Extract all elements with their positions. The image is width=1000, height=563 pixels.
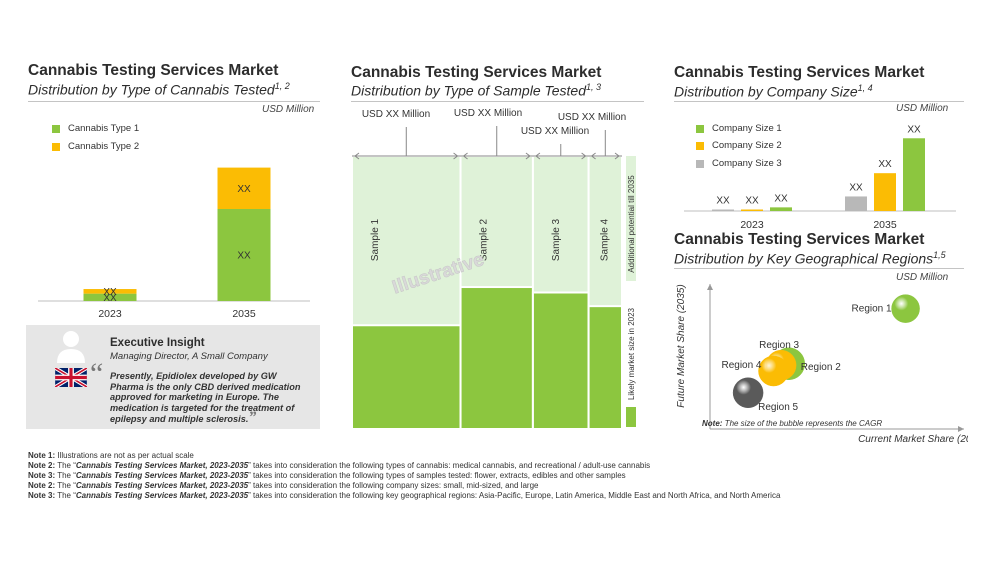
- insight-role: Managing Director, A Small Company: [110, 351, 268, 362]
- legend-potential-label: Additional potential till 2035: [627, 175, 636, 273]
- y-axis-arrow: [707, 284, 713, 290]
- bubble-label: Region 5: [758, 402, 798, 413]
- bubble-label: Region 1: [852, 304, 892, 315]
- bubble-region-5: [732, 377, 764, 408]
- insight-quote: Presently, Epidiolex developed by GW Pha…: [110, 371, 301, 426]
- bar-2023-company-size-2: [741, 209, 763, 211]
- legend-gap: [626, 282, 636, 302]
- x-tick-label: 2023: [740, 219, 764, 231]
- data-label: XX: [745, 196, 759, 207]
- person-icon: [57, 331, 85, 363]
- data-label: XX: [849, 182, 863, 193]
- x-tick-label: 2035: [873, 219, 897, 231]
- bar-2023-cannabis-type-2: [83, 289, 137, 294]
- segment-likely-3: [531, 291, 590, 430]
- value-label: USD XX Million: [521, 126, 589, 137]
- bar-2023-company-size-1: [770, 207, 792, 211]
- bubble-size-note: Note: The size of the bubble represents …: [702, 419, 882, 428]
- panel1-rule: [28, 101, 320, 102]
- footnote: Note 1: Illustrations are not as per act…: [28, 451, 194, 460]
- legend-company-size-2: Company Size 2: [696, 140, 782, 151]
- bar-2035-cannabis-type-2: [217, 167, 271, 209]
- bar-2023-company-size-3: [712, 209, 734, 211]
- value-label: USD XX Million: [558, 112, 626, 123]
- sample-label: Sample 2: [479, 218, 490, 261]
- segment-likely-2: [459, 286, 534, 430]
- data-label: XX: [774, 193, 788, 204]
- y-axis-label: Future Market Share (2035): [676, 284, 687, 407]
- legend-cannabis-type-2: Cannabis Type 2: [52, 141, 139, 152]
- data-label: XX: [716, 196, 730, 207]
- bracket-arrows: [535, 152, 586, 160]
- data-label: XX: [237, 251, 251, 262]
- panel4-subtitle: Distribution by Key Geographical Regions…: [674, 250, 946, 267]
- value-label: USD XX Million: [454, 108, 522, 119]
- sample-label: Sample 4: [599, 218, 610, 261]
- executive-insight-box: Executive Insight Managing Director, A S…: [26, 325, 320, 429]
- panel1-subtitle: Distribution by Type of Cannabis Tested1…: [28, 81, 290, 98]
- uk-flag-icon: [55, 368, 87, 387]
- sample-type-marimekko-chart: Sample 1 Sample 2 Sample 3 Sample 4 USD XX M…: [351, 108, 636, 430]
- value-label: USD XX Million: [362, 109, 430, 120]
- bracket-arrows: [591, 152, 620, 160]
- x-tick-label: 2035: [232, 308, 256, 320]
- panel3-title: Cannabis Testing Services Market: [674, 64, 925, 81]
- footnote: Note 3: The “Cannabis Testing Services M…: [28, 471, 626, 480]
- x-axis-label: Current Market Share (2023): [858, 434, 968, 445]
- footnote: Note 2: The “Cannabis Testing Services M…: [28, 481, 539, 490]
- legend-company-size-1: Company Size 1: [696, 123, 782, 134]
- panel4-unit: USD Million: [896, 272, 949, 283]
- footnote: Note 3: The “Cannabis Testing Services M…: [28, 491, 781, 500]
- legend-likely-label: Likely market size in 2023: [627, 307, 636, 400]
- bubble-label: Region 4: [721, 360, 761, 371]
- legend-likely-swatch: [626, 407, 636, 427]
- footnote: Note 2: The “Cannabis Testing Services M…: [28, 461, 651, 470]
- data-label: XX: [103, 287, 117, 298]
- bar-2035-company-size-3: [845, 196, 867, 211]
- panel4-rule: [674, 268, 964, 269]
- sample-label: Sample 3: [551, 218, 562, 261]
- bar-2023-cannabis-type-1: [83, 293, 137, 301]
- legend-company-size-3: Company Size 3: [696, 158, 782, 169]
- open-quote-mark: “: [90, 357, 104, 390]
- company-size-chart: XX XX XX 2023 XX XX XX 2035: [684, 124, 956, 231]
- panel1-unit: USD Million: [262, 104, 315, 115]
- data-label: XX: [237, 184, 251, 195]
- data-label: XX: [878, 159, 892, 170]
- panel3-rule: [674, 101, 964, 102]
- data-label: XX: [103, 293, 117, 304]
- legend-potential-swatch: [626, 156, 636, 281]
- panel4-title: Cannabis Testing Services Market: [674, 231, 925, 248]
- data-label: XX: [907, 124, 921, 135]
- bracket-arrows: [354, 152, 458, 160]
- sample-label: Sample 1: [370, 218, 381, 261]
- panel3-subtitle: Distribution by Company Size1, 4: [674, 83, 873, 100]
- panel3-unit: USD Million: [896, 103, 949, 114]
- panel1-title: Cannabis Testing Services Market: [28, 62, 279, 79]
- panel2-subtitle: Distribution by Type of Sample Tested1, …: [351, 82, 602, 99]
- segment-likely-1: [351, 324, 462, 430]
- panel2-title: Cannabis Testing Services Market: [351, 64, 602, 81]
- bubble-label: Region 2: [801, 362, 841, 373]
- panel2-rule: [351, 101, 644, 102]
- bar-2035-cannabis-type-1: [217, 209, 271, 301]
- footnotes: Note 1: Illustrations are not as per act…: [28, 451, 968, 501]
- segment-likely-4: [587, 305, 623, 430]
- bubble-region-1: [891, 294, 920, 323]
- bar-2035-company-size-2: [874, 173, 896, 211]
- legend-cannabis-type-1: Cannabis Type 1: [52, 123, 139, 134]
- x-tick-label: 2023: [98, 308, 122, 320]
- close-quote-mark: ”: [248, 408, 257, 426]
- insight-heading: Executive Insight: [110, 337, 205, 349]
- bracket-arrows: [463, 152, 531, 160]
- bubble-label: Region 3: [759, 340, 799, 351]
- bubble-region-4: [758, 355, 789, 387]
- bar-2035-company-size-1: [903, 138, 925, 211]
- x-axis-arrow: [958, 426, 964, 432]
- regions-bubble-chart: Current Market Share (2023) Future Market…: [676, 284, 968, 445]
